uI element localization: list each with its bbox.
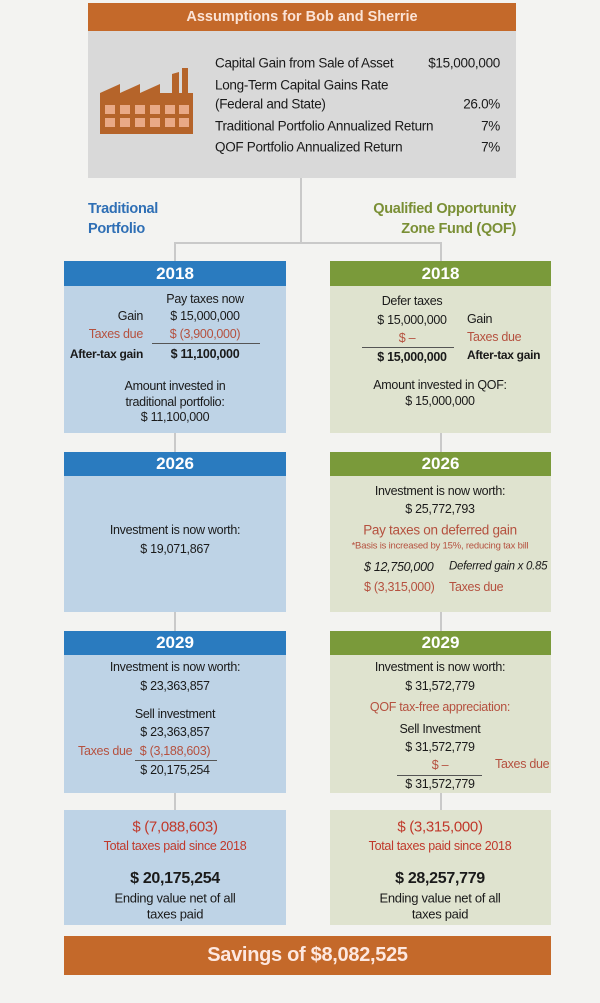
invested-value: $ 15,000,000 [405, 393, 475, 408]
net-value: $ 20,175,254 [140, 762, 210, 777]
connector [300, 178, 302, 243]
taxes-label: Taxes due [467, 329, 522, 344]
factory-icon [100, 68, 193, 134]
qof-title: Qualified Opportunity [373, 200, 516, 217]
worth-value: $ 23,363,857 [140, 678, 210, 693]
total-taxes-label: Total taxes paid since 2018 [368, 838, 512, 853]
qof-2029-card [330, 655, 551, 793]
sell-label: Sell Investment [399, 721, 481, 736]
total-taxes-label: Total taxes paid since 2018 [103, 838, 247, 853]
ending-value: $ 20,175,254 [130, 870, 220, 887]
assumption-value: 7% [481, 139, 500, 155]
traditional-2026-card [64, 476, 286, 612]
assumption-label: (Federal and State) [215, 96, 326, 112]
traditional-2026-header: 2026 [64, 452, 286, 476]
year-label: 2018 [421, 263, 460, 283]
assumptions-header: Assumptions for Bob and Sherrie [88, 3, 516, 31]
year-label: 2026 [156, 454, 194, 473]
taxes-value: $ (3,188,603) [139, 743, 211, 758]
assumption-value: 26.0% [463, 96, 500, 112]
taxes-value: $ (3,315,000) [364, 579, 435, 594]
pay-taxes-label: Pay taxes on deferred gain [363, 522, 517, 538]
traditional-2029-card [64, 655, 286, 793]
footnote: *Basis is increased by 15%, reducing tax… [351, 540, 529, 552]
traditional-title: Traditional [88, 200, 159, 217]
worth-label: Investment is now worth: [109, 659, 241, 674]
sum-line [135, 760, 217, 761]
total-taxes-value: $ (7,088,603) [132, 818, 218, 836]
ending-label: Ending value net of all [114, 890, 236, 906]
taxes-value: $ (3,900,000) [169, 326, 241, 341]
assumption-label: Long-Term Capital Gains Rate [215, 77, 389, 93]
invested-label: traditional portfolio: [125, 394, 225, 409]
traditional-2029-header: 2029 [64, 631, 286, 655]
taxes-value: $ – [398, 330, 416, 345]
after-tax-label: After-tax gain [467, 348, 541, 362]
sum-line [152, 343, 260, 344]
after-tax-value: $ 11,100,000 [170, 346, 240, 361]
year-label: 2026 [421, 454, 460, 473]
worth-value: $ 25,772,793 [405, 501, 475, 516]
worth-label: Investment is now worth: [374, 659, 506, 674]
year-label: 2029 [421, 633, 460, 652]
savings-text: Savings of $8,082,525 [207, 944, 408, 966]
traditional-2018-header: 2018 [64, 261, 286, 286]
qof-2018-card [330, 286, 551, 433]
gain-value: $ 15,000,000 [170, 308, 240, 323]
invested-value: $ 11,100,000 [140, 409, 210, 424]
qof-2026-header: 2026 [330, 452, 551, 476]
deferred-label: Deferred gain x 0.85 [449, 560, 548, 573]
deferred-value: $ 12,750,000 [364, 559, 434, 574]
sum-line [397, 775, 482, 776]
qof-title: Zone Fund (QOF) [401, 220, 516, 237]
total-taxes-value: $ (3,315,000) [397, 818, 483, 836]
appreciation-label: QOF tax-free appreciation: [369, 699, 511, 714]
taxes-label: Taxes due [88, 326, 144, 341]
gain-label: Gain [117, 308, 144, 323]
worth-label: Investment is now worth: [109, 522, 241, 537]
assumption-label: Traditional Portfolio Annualized Return [215, 118, 434, 134]
after-tax-label: After-tax gain [69, 347, 143, 361]
taxes-label: Taxes due [78, 743, 133, 758]
taxes-label: Taxes due [449, 579, 504, 594]
sell-value: $ 31,572,779 [405, 739, 475, 754]
qof-2026-card [330, 476, 551, 612]
worth-value: $ 19,071,867 [140, 541, 210, 556]
year-label: 2029 [156, 633, 194, 652]
worth-label: Investment is now worth: [374, 483, 506, 498]
after-tax-value: $ 15,000,000 [377, 349, 447, 364]
gain-value: $ 15,000,000 [377, 312, 447, 327]
year-label: 2018 [156, 263, 194, 283]
sell-value: $ 23,363,857 [140, 724, 210, 739]
taxes-label: Taxes due [495, 756, 550, 771]
heading: Defer taxes [381, 293, 443, 308]
invested-label: Amount invested in QOF: [373, 377, 507, 392]
ending-value: $ 28,257,779 [395, 870, 485, 887]
assumption-label: QOF Portfolio Annualized Return [215, 139, 403, 155]
traditional-title: Portfolio [88, 220, 145, 237]
heading: Pay taxes now [166, 291, 244, 306]
taxes-value: $ – [431, 757, 449, 772]
qof-summary-card [330, 810, 551, 925]
assumption-label: Capital Gain from Sale of Asset [215, 55, 394, 71]
assumptions-title: Assumptions for Bob and Sherrie [186, 9, 418, 25]
traditional-summary-card [64, 810, 286, 925]
qof-2018-header: 2018 [330, 261, 551, 286]
sum-line [362, 347, 454, 348]
savings-banner: Savings of $8,082,525 [64, 936, 551, 975]
assumption-value: $15,000,000 [428, 55, 500, 71]
ending-label: taxes paid [411, 906, 469, 922]
connector [174, 242, 442, 244]
ending-label: taxes paid [146, 906, 204, 922]
invested-label: Amount invested in [124, 378, 226, 393]
net-value: $ 31,572,779 [405, 776, 475, 791]
assumption-value: 7% [481, 118, 500, 134]
ending-label: Ending value net of all [379, 890, 501, 906]
worth-value: $ 31,572,779 [405, 678, 475, 693]
traditional-2018-card [64, 286, 286, 433]
qof-2029-header: 2029 [330, 631, 551, 655]
sell-label: Sell investment [134, 706, 216, 721]
gain-label: Gain [467, 311, 493, 326]
